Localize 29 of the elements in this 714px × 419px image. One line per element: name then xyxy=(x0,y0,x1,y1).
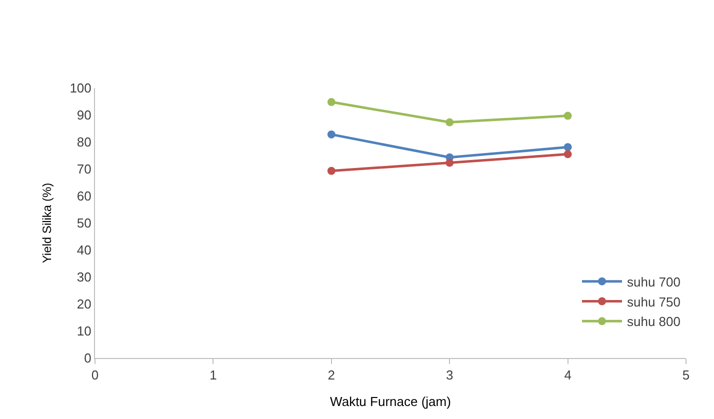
x-axis-title: Waktu Furnace (jam) xyxy=(330,394,451,410)
y-tick-label: 10 xyxy=(76,324,92,339)
legend-label: suhu 800 xyxy=(627,314,680,330)
x-tick-label: 5 xyxy=(682,368,690,383)
y-tick-label: 80 xyxy=(76,134,92,150)
y-tick-label: 40 xyxy=(76,242,92,258)
x-tick-label: 1 xyxy=(210,368,217,383)
point xyxy=(327,166,336,175)
point xyxy=(327,98,336,106)
y-tick-label: 50 xyxy=(76,216,92,231)
point xyxy=(446,158,454,167)
y-tick-label: 90 xyxy=(76,108,92,123)
point xyxy=(564,143,572,152)
x-tick-label: 3 xyxy=(446,368,454,383)
y-tick-label: 100 xyxy=(70,80,92,96)
legend-label: suhu 750 xyxy=(627,294,680,310)
y-tick-label: 60 xyxy=(76,188,92,204)
y-axis-title: Yield Silika (%) xyxy=(40,182,54,264)
y-tick-label: 0 xyxy=(84,350,92,366)
point xyxy=(564,150,572,158)
legend-label: suhu 700 xyxy=(627,274,680,290)
point xyxy=(327,130,336,138)
point xyxy=(446,118,454,126)
y-tick-label: 20 xyxy=(76,296,92,312)
x-tick-label: 2 xyxy=(328,368,336,383)
y-tick-label: 70 xyxy=(76,162,92,177)
x-tick-label: 4 xyxy=(564,368,572,383)
y-tick-label: 30 xyxy=(76,270,92,285)
point xyxy=(564,112,572,120)
